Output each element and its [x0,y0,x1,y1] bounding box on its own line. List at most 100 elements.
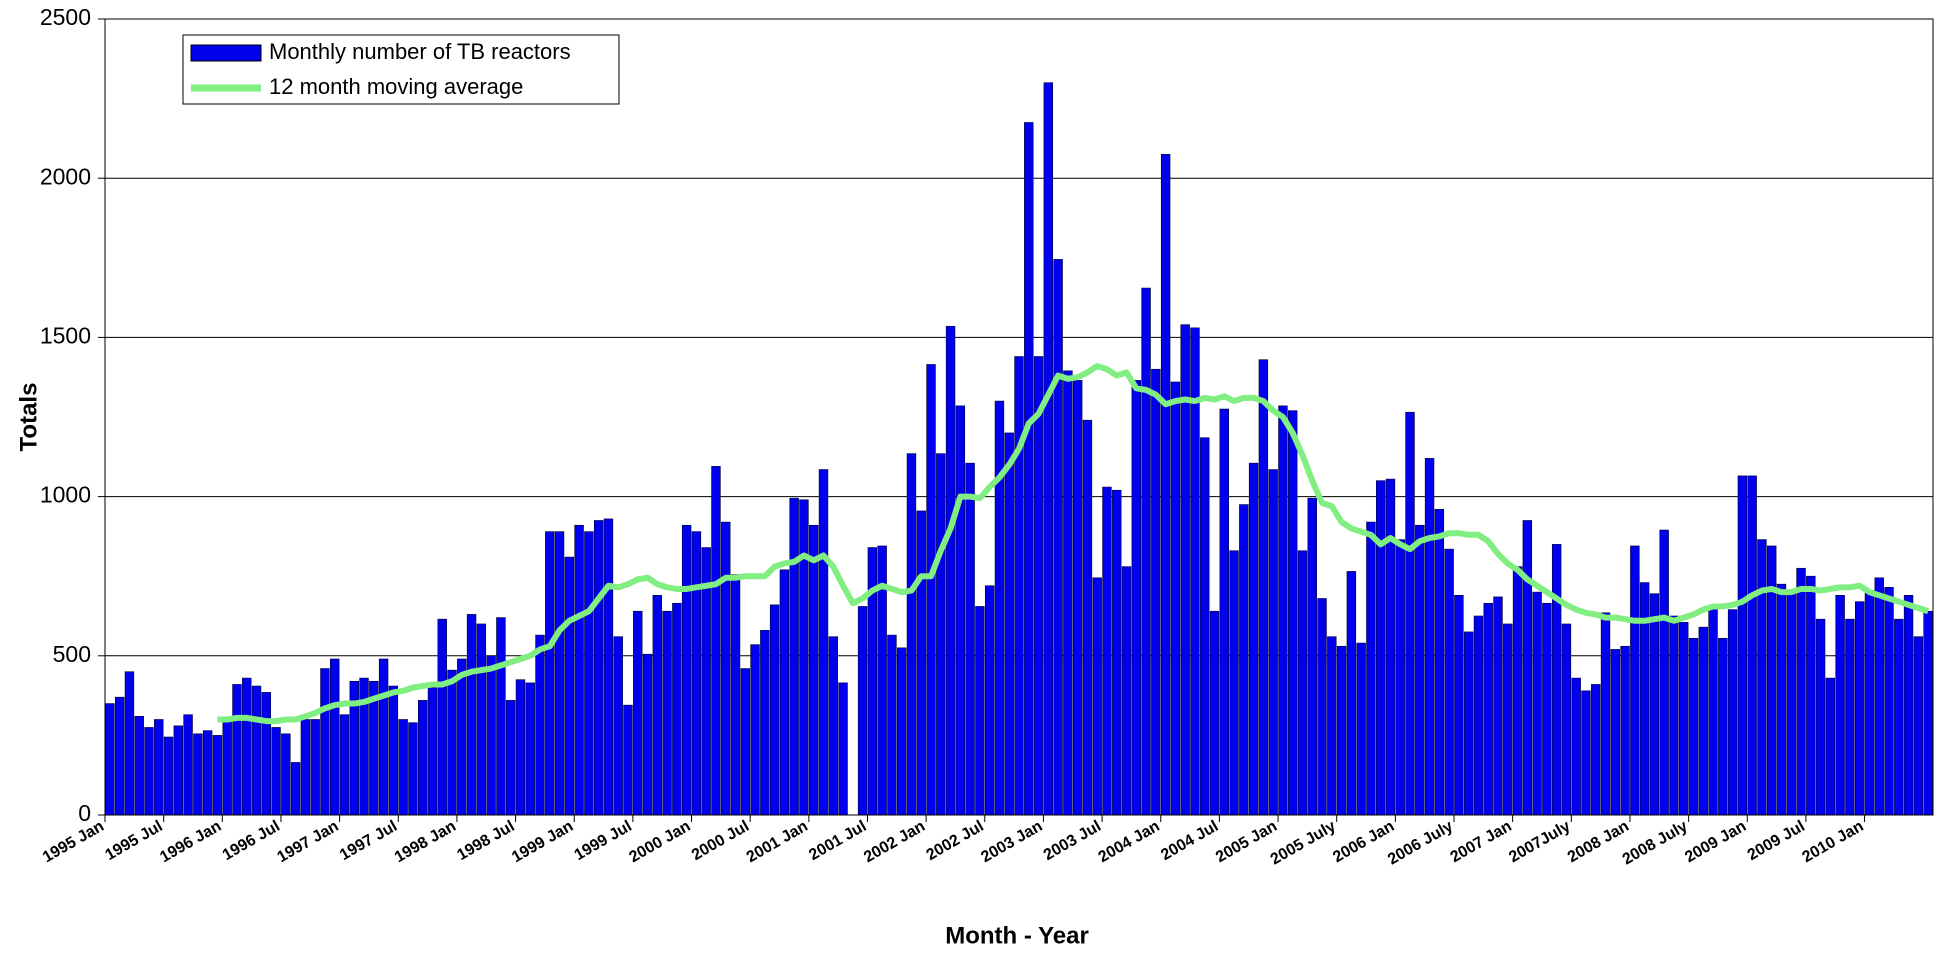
bar [652,595,663,816]
x-tick-label: 1997 Jul [337,818,400,864]
bar [388,685,399,816]
bar [1551,544,1562,816]
bar [144,727,154,816]
bar [1708,607,1718,816]
bar [154,719,164,816]
bar [1473,615,1484,816]
bar [750,644,760,816]
bar [1649,593,1660,816]
bar [320,668,330,816]
bar [183,714,193,816]
bar [193,733,203,816]
legend-label: 12 month moving average [269,74,523,99]
bar [691,531,702,816]
bar [1561,623,1572,816]
bar [1522,520,1533,816]
bar [486,655,496,816]
bar [1532,591,1542,816]
bar [1493,596,1503,816]
x-tick-label: 2001 Jan [744,818,811,867]
bar [1170,381,1181,816]
bar [662,610,672,816]
bar [1581,690,1591,816]
bar [1121,566,1132,816]
bar [535,634,545,816]
bar [1317,598,1327,816]
bar [290,762,301,816]
bar [1913,636,1924,816]
bar [163,736,174,816]
bar [232,684,242,816]
bar [1610,649,1620,816]
x-tick-label: 1998 Jul [454,818,517,864]
bar [1864,590,1875,816]
y-tick-label: 1500 [40,322,91,348]
x-tick-label: 2007 Jan [1448,818,1515,867]
bar [711,466,721,816]
x-tick-label: 2000 Jan [626,818,693,867]
bar [613,636,623,816]
bar [1737,475,1748,816]
bar [779,569,790,816]
bar [906,453,917,816]
bar [1796,567,1806,816]
bar [515,679,526,816]
bar [1600,612,1611,816]
bar [1297,550,1308,816]
bar [574,524,584,816]
bar [1258,359,1269,816]
bar [1327,636,1337,816]
bar [437,618,447,816]
x-tick-label: 1999 Jan [509,818,576,867]
bar [730,574,741,816]
bar [994,400,1005,816]
bar [1512,566,1523,816]
bar [1630,545,1640,816]
bar [525,682,535,816]
bar [1727,609,1738,816]
bar [564,556,575,816]
bar [809,524,819,816]
y-tick-label: 2500 [40,4,91,30]
bar [887,634,897,816]
x-tick-label: 1996 Jul [220,818,283,864]
bar [1923,610,1933,816]
x-tick-label: 2008 July [1620,818,1691,869]
bar [672,602,682,816]
bar [1776,583,1787,816]
bar [466,614,477,816]
bar [1268,469,1278,816]
bar [1884,587,1894,816]
bar [1669,615,1679,816]
bar [603,518,614,816]
bar [838,682,848,816]
bar [1229,550,1239,816]
bar [339,714,350,816]
bar [271,727,281,816]
bar [1747,475,1757,816]
bar [789,497,799,816]
bar [1063,370,1073,816]
bar [818,469,829,816]
bar [1112,489,1122,816]
x-tick-label: 2001 Jul [806,818,869,864]
bar [1786,591,1796,816]
x-tick-label: 1998 Jan [392,818,459,867]
bar [1102,486,1112,816]
bar [681,524,692,816]
bar [1278,405,1288,816]
bar [965,462,975,816]
x-tick-label: 2004 Jan [1096,818,1163,867]
bar [1815,618,1826,816]
bar [1571,677,1581,816]
x-tick-label: 2006 July [1385,818,1456,869]
bar [1483,602,1493,816]
bar [1620,645,1630,816]
bar [1463,631,1474,816]
bar [1688,637,1699,816]
bar [1375,480,1386,816]
bar [505,700,516,816]
bar [1043,82,1054,816]
bar [1542,602,1552,816]
